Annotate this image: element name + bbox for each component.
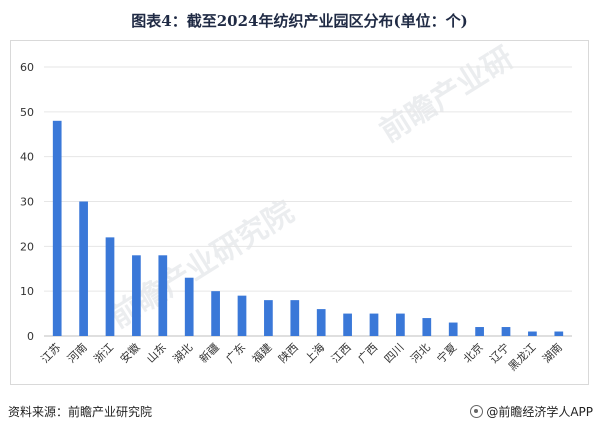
bar xyxy=(448,322,458,336)
bar xyxy=(554,331,564,336)
y-tick-label: 10 xyxy=(20,285,34,298)
chart-frame xyxy=(10,40,589,385)
bar xyxy=(211,291,220,336)
x-tick-label: 新疆 xyxy=(196,340,221,365)
brand-label: @前瞻经济学人APP xyxy=(486,405,593,419)
x-tick-label: 湖北 xyxy=(171,341,196,366)
brand-logo-icon xyxy=(470,405,484,418)
x-tick-label: 广西 xyxy=(355,341,380,366)
y-tick-label: 50 xyxy=(20,106,34,119)
x-tick-label: 黑龙江 xyxy=(506,341,539,374)
x-tick-label: 河北 xyxy=(408,341,433,366)
x-tick-label: 湖南 xyxy=(540,341,565,366)
bar xyxy=(52,120,62,336)
x-tick-label: 山东 xyxy=(144,341,169,366)
bar xyxy=(422,318,432,336)
x-tick-label: 四川 xyxy=(382,341,407,366)
x-tick-label: 北京 xyxy=(460,340,485,365)
bar xyxy=(184,277,194,336)
bar xyxy=(237,295,247,336)
bar xyxy=(79,201,88,336)
x-tick-label: 安徽 xyxy=(117,340,142,365)
bar xyxy=(501,327,511,336)
bar xyxy=(396,313,405,336)
x-tick-label: 江苏 xyxy=(39,341,64,366)
x-tick-label: 福建 xyxy=(249,340,274,365)
bar xyxy=(528,331,537,336)
y-tick-label: 40 xyxy=(20,151,34,164)
x-tick-label: 江西 xyxy=(329,341,354,366)
y-tick-label: 60 xyxy=(20,61,34,74)
bar xyxy=(290,300,300,336)
x-tick-label: 浙江 xyxy=(91,341,116,366)
x-tick-label: 陕西 xyxy=(275,340,300,365)
x-tick-label: 河南 xyxy=(65,341,90,366)
y-tick-label: 30 xyxy=(20,196,34,209)
bar xyxy=(264,300,273,336)
bar xyxy=(158,255,168,336)
x-tick-label: 上海 xyxy=(302,340,327,365)
bar xyxy=(369,313,379,336)
bar xyxy=(475,327,484,336)
x-tick-label: 宁夏 xyxy=(434,340,459,365)
source-note: 资料来源：前瞻产业研究院 xyxy=(8,405,153,419)
bar xyxy=(132,255,141,336)
x-tick-label: 广东 xyxy=(223,341,248,366)
chart-title: 图表4：截至2024年纺织产业园区分布(单位：个) xyxy=(131,12,468,30)
y-tick-label: 0 xyxy=(27,330,34,343)
bar xyxy=(105,237,115,336)
bar xyxy=(343,313,352,336)
bar xyxy=(316,309,326,336)
brand-credit: @前瞻经济学人APP xyxy=(470,403,593,420)
y-tick-label: 20 xyxy=(20,240,34,253)
